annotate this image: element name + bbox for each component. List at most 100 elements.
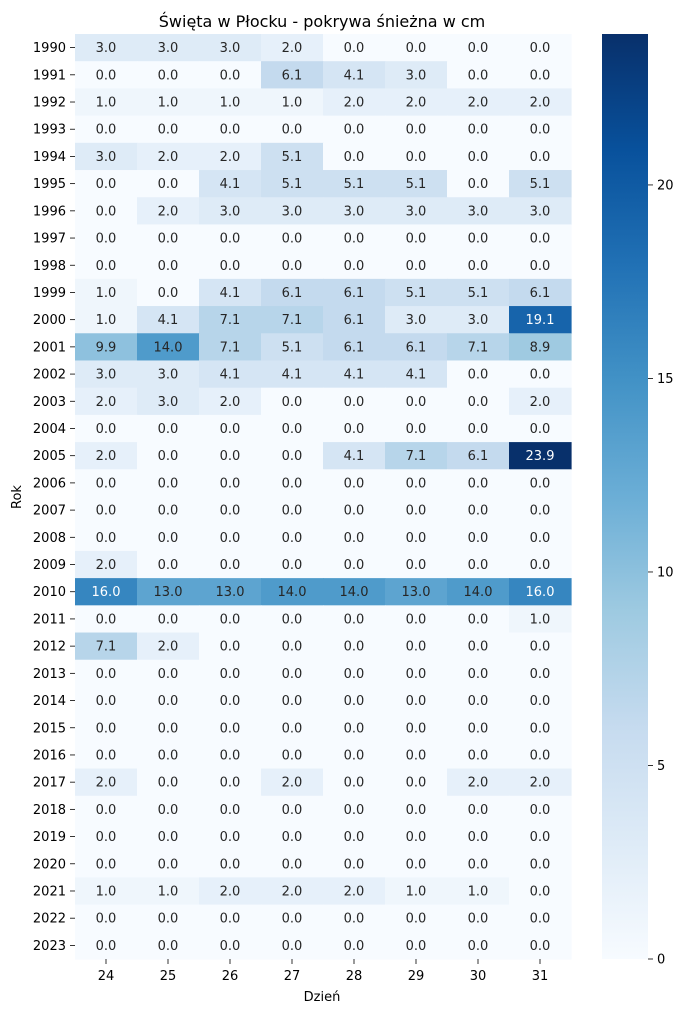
cell-value-label: 0.0 xyxy=(530,748,551,763)
cell-value-label: 0.0 xyxy=(158,177,179,192)
cell-value-label: 0.0 xyxy=(530,41,551,56)
heatmap-cell xyxy=(137,278,200,307)
heatmap-cell xyxy=(261,523,324,552)
heatmap-cell xyxy=(447,115,510,144)
heatmap-cell xyxy=(509,931,572,960)
x-tick-label: 29 xyxy=(408,969,425,984)
cell-value-label: 0.0 xyxy=(220,68,241,83)
heatmap-cell xyxy=(509,88,572,117)
cell-value-label: 3.0 xyxy=(220,204,241,219)
heatmap-cell xyxy=(385,523,448,552)
heatmap-cell xyxy=(261,741,324,770)
y-tick-label: 2006 xyxy=(33,476,66,491)
cell-value-label: 0.0 xyxy=(282,721,303,736)
heatmap-cell xyxy=(323,414,386,443)
heatmap-cell xyxy=(447,88,510,117)
heatmap-cell xyxy=(323,632,386,661)
cell-value-label: 0.0 xyxy=(468,939,489,954)
cell-value-label: 2.0 xyxy=(344,96,365,111)
heatmap-cell xyxy=(75,306,138,334)
heatmap-cell xyxy=(385,850,448,878)
cell-value-label: 13.0 xyxy=(216,585,245,600)
heatmap-cell xyxy=(447,251,510,280)
y-tick-label: 2016 xyxy=(33,748,66,763)
cell-value-label: 4.1 xyxy=(344,368,365,383)
cell-value-label: 0.0 xyxy=(96,204,117,219)
x-axis-label: Dzień xyxy=(304,990,341,1005)
y-tick-label: 1997 xyxy=(33,232,66,247)
heatmap-cell xyxy=(385,550,448,579)
cell-value-label: 5.1 xyxy=(282,150,303,165)
cell-value-label: 3.0 xyxy=(158,41,179,56)
x-tick-label: 28 xyxy=(346,969,363,984)
cell-value-label: 0.0 xyxy=(282,857,303,872)
cell-value-label: 2.0 xyxy=(282,41,303,56)
cell-value-label: 0.0 xyxy=(344,721,365,736)
cell-value-label: 0.0 xyxy=(344,667,365,682)
cell-value-label: 13.0 xyxy=(402,585,431,600)
cell-value-label: 0.0 xyxy=(344,476,365,491)
heatmap-cell xyxy=(447,496,510,525)
heatmap-cell xyxy=(261,34,324,62)
heatmap-cell xyxy=(199,850,262,878)
cell-value-label: 2.0 xyxy=(468,776,489,791)
cell-value-label: 0.0 xyxy=(158,721,179,736)
heatmap-cell xyxy=(447,904,510,933)
cell-value-label: 1.0 xyxy=(468,884,489,899)
cell-value-label: 0.0 xyxy=(468,232,489,247)
heatmap-cell xyxy=(447,34,510,62)
heatmap-cell xyxy=(137,931,200,960)
heatmap-cell xyxy=(261,686,324,715)
cell-value-label: 0.0 xyxy=(530,830,551,845)
cell-value-label: 0.0 xyxy=(96,259,117,274)
cell-value-label: 0.0 xyxy=(344,857,365,872)
cell-value-label: 1.0 xyxy=(158,884,179,899)
heatmap-cell xyxy=(261,904,324,933)
heatmap-cell xyxy=(199,578,262,606)
heatmap-cell xyxy=(199,523,262,552)
heatmap-cell xyxy=(323,904,386,933)
heatmap-cell xyxy=(447,795,510,824)
heatmap-cell xyxy=(509,686,572,715)
heatmap-cell xyxy=(509,741,572,770)
cell-value-label: 14.0 xyxy=(464,585,493,600)
cell-value-label: 5.1 xyxy=(406,177,427,192)
heatmap-cell xyxy=(447,333,510,362)
cell-value-label: 0.0 xyxy=(220,123,241,138)
heatmap-cell xyxy=(137,850,200,878)
cell-value-label: 3.0 xyxy=(96,41,117,56)
heatmap-cell xyxy=(323,714,386,742)
heatmap-cell xyxy=(75,360,138,389)
heatmap-cell xyxy=(509,578,572,606)
heatmap-cell xyxy=(447,686,510,715)
cell-value-label: 0.0 xyxy=(158,558,179,573)
colorbar: 0 5 10 15 20 xyxy=(602,34,674,968)
heatmap-cell xyxy=(137,523,200,552)
heatmap-cell xyxy=(447,142,510,171)
heatmap-cell xyxy=(75,278,138,307)
heatmap-cell xyxy=(75,714,138,742)
heatmap-cell xyxy=(509,34,572,62)
cell-value-label: 4.1 xyxy=(282,368,303,383)
cell-value-label: 0.0 xyxy=(344,776,365,791)
cell-value-label: 0.0 xyxy=(158,667,179,682)
heatmap-cell xyxy=(75,442,138,470)
cell-value-label: 0.0 xyxy=(530,232,551,247)
x-tick-label: 26 xyxy=(222,969,239,984)
heatmap-cell xyxy=(261,224,324,253)
y-tick-label: 1993 xyxy=(33,123,66,138)
heatmap-cell xyxy=(137,605,200,634)
heatmap-cell xyxy=(261,170,324,198)
heatmap-cell xyxy=(323,142,386,171)
cell-value-label: 0.0 xyxy=(406,776,427,791)
cell-value-label: 5.1 xyxy=(406,286,427,301)
heatmap-cell xyxy=(75,469,138,498)
heatmap-cell xyxy=(75,795,138,824)
heatmap-cell xyxy=(509,224,572,253)
heatmap-cell xyxy=(261,850,324,878)
heatmap-cell xyxy=(385,931,448,960)
heatmap-cell xyxy=(323,496,386,525)
heatmap-cell xyxy=(199,251,262,280)
cell-value-label: 2.0 xyxy=(96,558,117,573)
cell-value-label: 0.0 xyxy=(406,721,427,736)
